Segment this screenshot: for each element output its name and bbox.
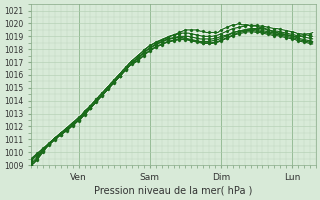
X-axis label: Pression niveau de la mer( hPa ): Pression niveau de la mer( hPa ) xyxy=(94,186,253,196)
